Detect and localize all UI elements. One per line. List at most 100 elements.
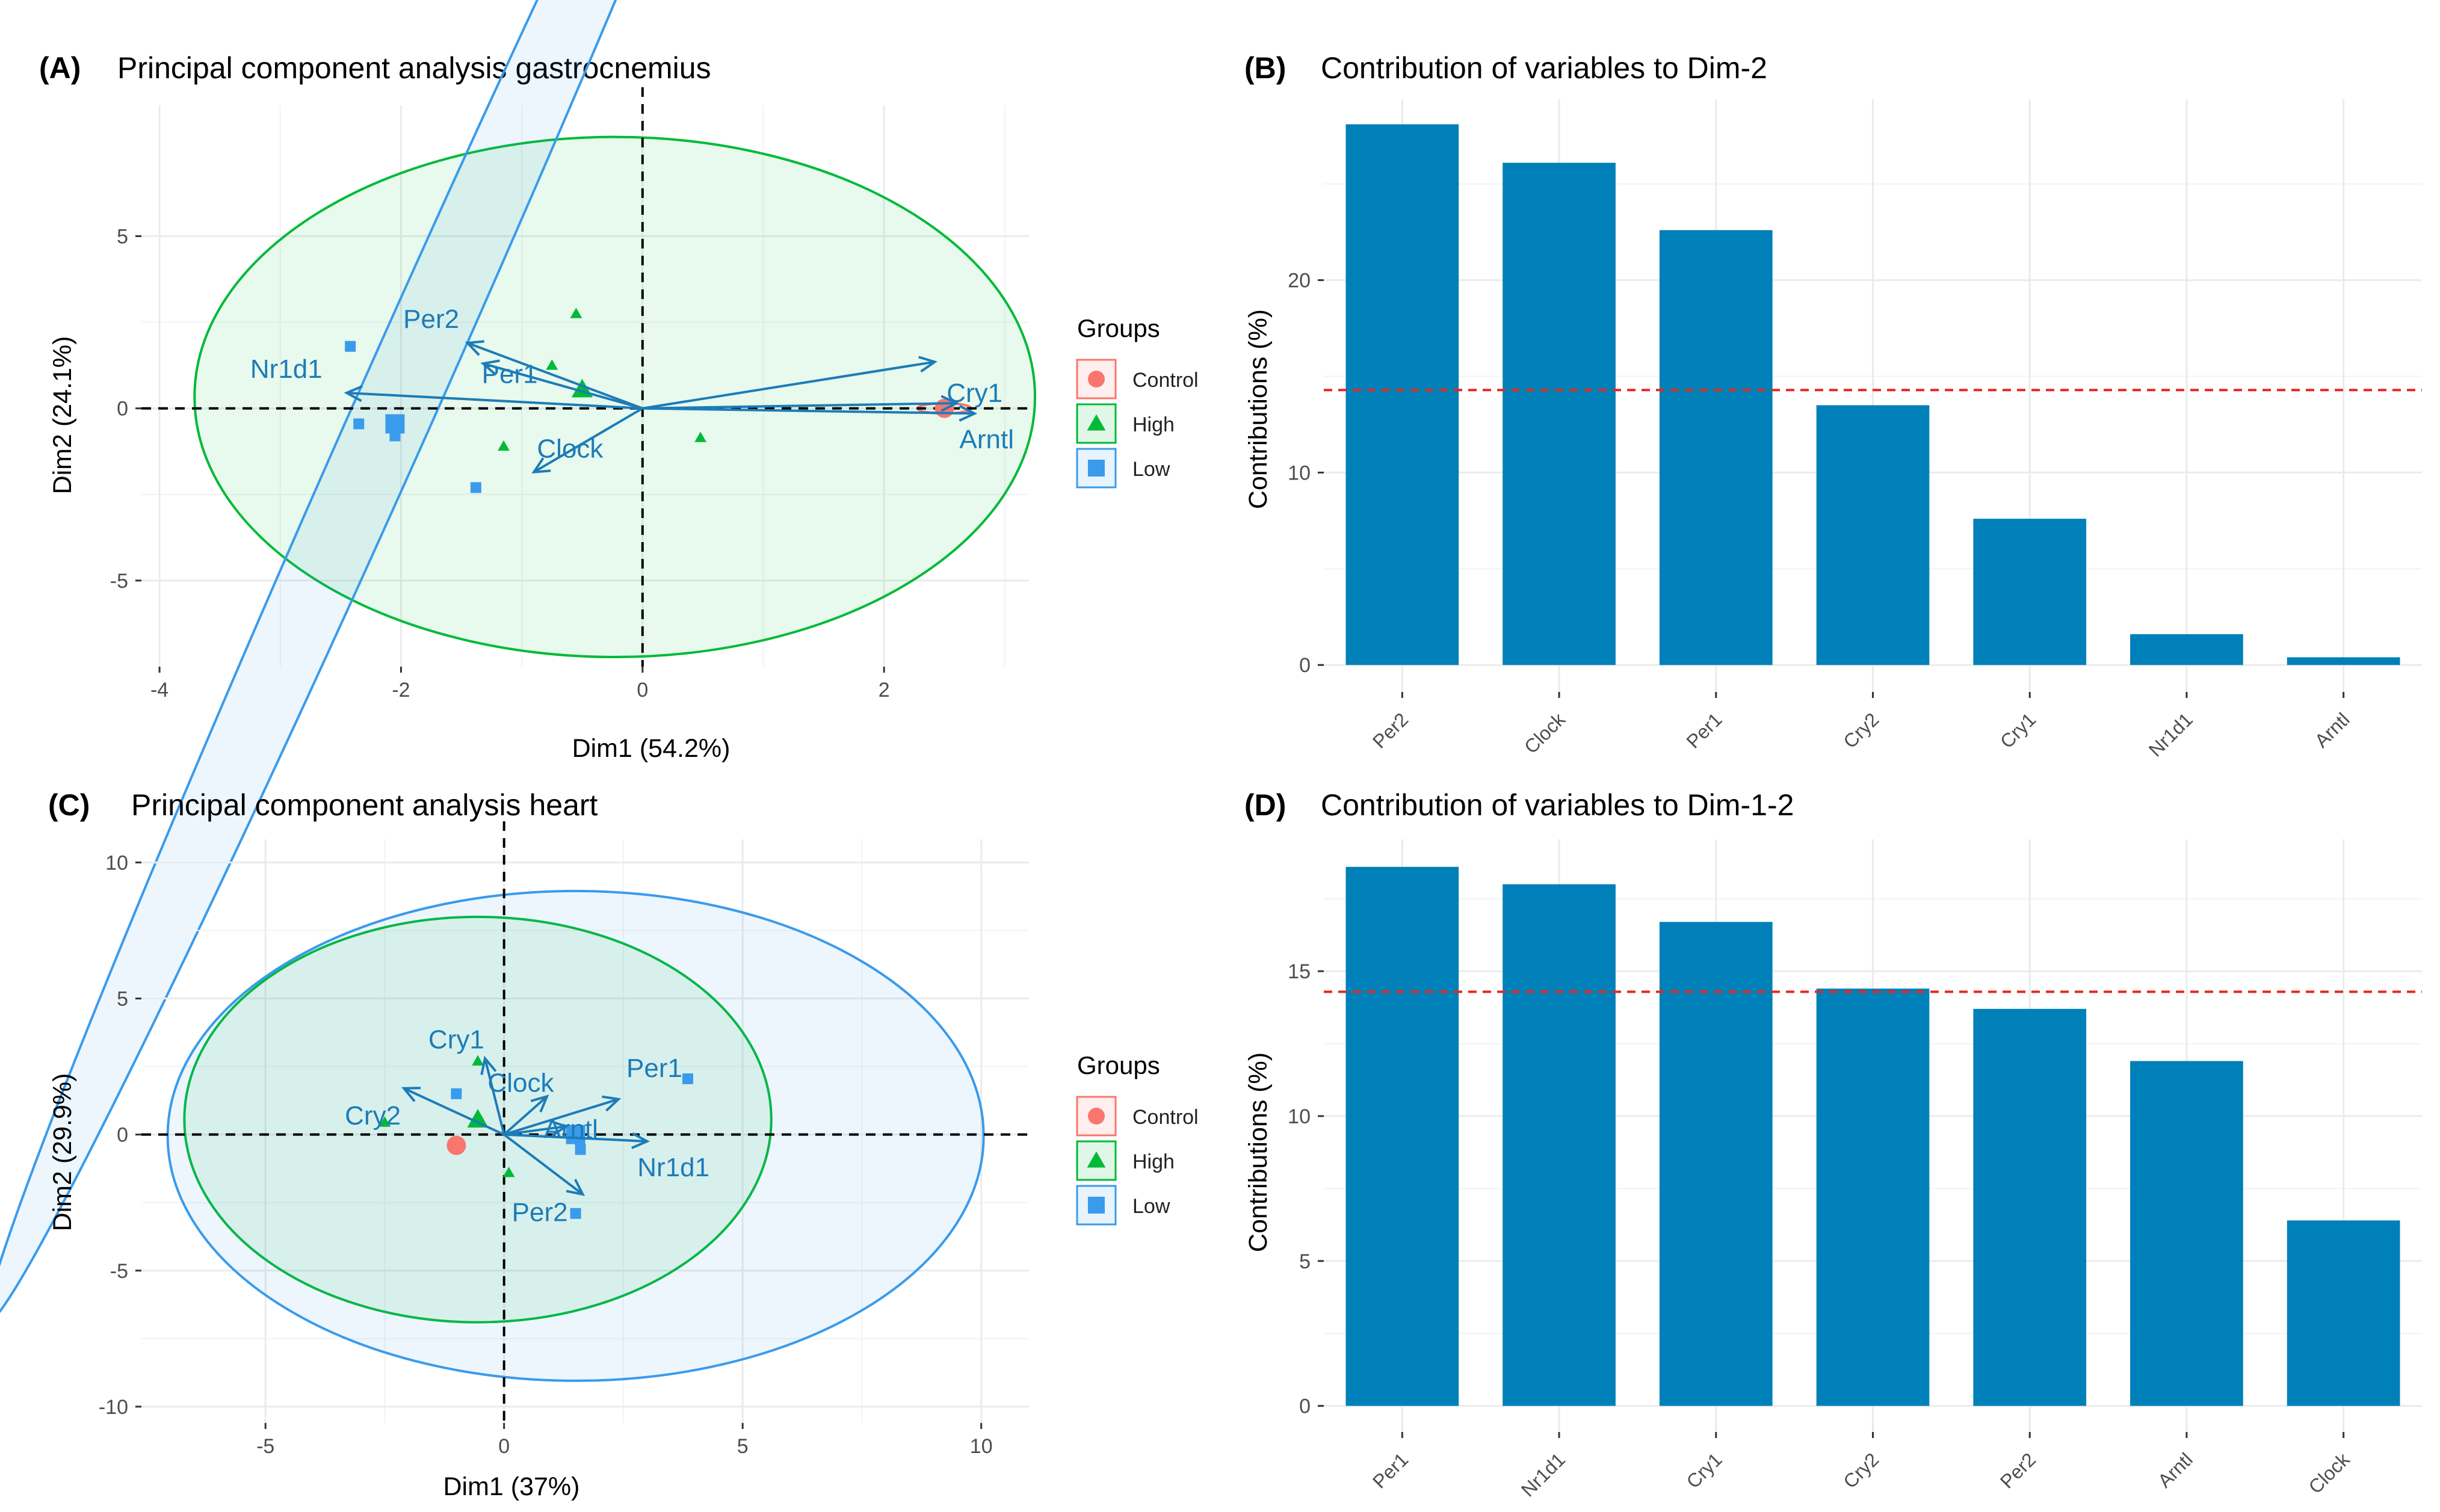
- vector-label-cry1: Cry1: [428, 1025, 484, 1054]
- centroid-low: [385, 414, 405, 434]
- y-tick-label: 5: [117, 226, 128, 248]
- bar-cry1: [1659, 922, 1773, 1406]
- legend-symbol-control: [1088, 371, 1105, 387]
- point-low: [451, 1088, 462, 1099]
- point-low: [345, 341, 356, 352]
- vector-label-cry2: Cry2: [345, 1101, 401, 1131]
- x-tick-label-per2: Per2: [1368, 708, 1412, 752]
- x-tick-label-cry2: Cry2: [1839, 1448, 1883, 1492]
- x-tick-label: -2: [392, 679, 410, 702]
- legend-label-high: High: [1132, 1150, 1175, 1173]
- vector-head-cry2: [918, 356, 938, 373]
- point-low: [470, 482, 481, 493]
- x-tick-label: 0: [637, 679, 648, 702]
- vector-label-clock: Clock: [537, 434, 604, 464]
- bar-nr1d1: [2130, 634, 2243, 665]
- vector-label-cry1: Cry1: [947, 378, 1002, 408]
- y-tick-label: 0: [117, 1124, 128, 1147]
- x-tick-label-arntl: Arntl: [2154, 1448, 2197, 1492]
- y-tick-label: 0: [1299, 1395, 1311, 1418]
- vector-head-clock: [530, 1094, 549, 1112]
- vector-label-per2: Per2: [403, 304, 459, 334]
- x-tick-label-arntl: Arntl: [2311, 708, 2354, 751]
- legend-title: Groups: [1077, 1051, 1160, 1079]
- panel-c-tag: (C): [48, 788, 90, 822]
- vector-label-clock: Clock: [487, 1069, 554, 1098]
- vector-head-clock: [531, 457, 551, 474]
- panel-a-title: Principal component analysis gastrocnemi…: [117, 51, 711, 85]
- point-low: [575, 1144, 586, 1155]
- legend-symbol-high: [1087, 414, 1106, 431]
- bar-per1: [1659, 230, 1773, 665]
- panel-d-ylabel: Contributions (%): [1244, 1052, 1273, 1252]
- vector-head-nr1d1: [631, 1132, 650, 1149]
- point-low: [682, 1073, 693, 1084]
- panel-d: (D) Contribution of variables to Dim-1-2…: [1244, 788, 2422, 1501]
- x-tick-label-per1: Per1: [1682, 708, 1726, 752]
- legend-symbol-low: [1088, 1197, 1105, 1214]
- x-tick-label: 5: [737, 1435, 749, 1458]
- vector-per2: [503, 1134, 584, 1196]
- vector-arntl: [504, 1125, 567, 1136]
- panel-c-legend: Groups Control High Low: [1076, 1051, 1199, 1226]
- vector-head-per1: [602, 1095, 622, 1112]
- y-tick-label: 0: [1299, 654, 1311, 677]
- bar-cry2: [1816, 405, 1930, 665]
- vector-clock: [503, 1095, 548, 1136]
- panel-b-plot: Per2 Clock Per1 Cry2 Cry1 Nr1d1 Arntl 0 10 20: [1288, 99, 2422, 761]
- centroid-high: [467, 1109, 489, 1128]
- vector-head-per2: [465, 340, 484, 356]
- vector-label-nr1d1: Nr1d1: [637, 1153, 709, 1182]
- y-tick-label: 15: [1288, 960, 1311, 983]
- panel-b-tag: (B): [1244, 51, 1286, 85]
- vector-nr1d1: [347, 391, 643, 410]
- y-tick-label: -5: [110, 570, 128, 593]
- bar-clock: [1503, 162, 1616, 665]
- vector-nr1d1: [504, 1133, 647, 1143]
- legend-label-high: High: [1132, 413, 1175, 436]
- panel-a-ylabel: Dim2 (24.1%): [48, 336, 77, 495]
- y-tick-label: 10: [1288, 1105, 1311, 1128]
- panel-a-xlabel: Dim1 (54.2%): [572, 734, 730, 763]
- bar-arntl: [2130, 1061, 2243, 1406]
- panel-a-legend: Groups Control High Low: [1076, 314, 1199, 489]
- x-tick-label-nr1d1: Nr1d1: [2145, 708, 2197, 761]
- legend-label-control: Control: [1132, 369, 1199, 392]
- point-low: [353, 418, 365, 430]
- vector-label-arntl: Arntl: [543, 1115, 598, 1144]
- x-tick-label: 2: [879, 679, 890, 702]
- panel-d-title: Contribution of variables to Dim-1-2: [1321, 788, 1794, 822]
- x-tick-label-clock: Clock: [1520, 708, 1570, 758]
- panel-a: (A) Principal component analysis gastroc…: [0, 0, 1199, 1323]
- centroid-control: [446, 1135, 466, 1155]
- point-high: [378, 1116, 391, 1127]
- y-tick-label: 5: [117, 988, 128, 1011]
- point-high: [546, 359, 558, 370]
- bar-nr1d1: [1503, 884, 1616, 1406]
- y-tick-label: 10: [105, 851, 128, 874]
- y-tick-label: 10: [1288, 461, 1311, 484]
- vector-cry2: [403, 1087, 505, 1136]
- vector-label-arntl: Arntl: [960, 425, 1014, 454]
- point-low: [570, 1208, 581, 1219]
- vector-cry1: [642, 402, 957, 410]
- vector-head-arntl: [959, 404, 978, 422]
- vector-per1: [504, 1097, 619, 1136]
- x-tick-label: 10: [970, 1435, 993, 1458]
- legend-label-low: Low: [1132, 1195, 1170, 1218]
- panel-b: (B) Contribution of variables to Dim-2 P…: [1244, 51, 2422, 761]
- panel-b-title: Contribution of variables to Dim-2: [1321, 51, 1767, 85]
- legend-label-low: Low: [1132, 458, 1170, 481]
- y-tick-label: 5: [1299, 1250, 1311, 1273]
- bar-per2: [1345, 124, 1459, 665]
- x-tick-label: 0: [498, 1435, 510, 1458]
- x-tick-label-cry1: Cry1: [1682, 1448, 1726, 1492]
- bar-per2: [1973, 1008, 2087, 1406]
- vector-clock: [533, 407, 643, 474]
- y-tick-label: -10: [99, 1396, 128, 1419]
- panel-b-ylabel: Contributions (%): [1244, 309, 1273, 509]
- vector-arntl: [642, 407, 975, 415]
- vector-head-per2: [566, 1179, 585, 1196]
